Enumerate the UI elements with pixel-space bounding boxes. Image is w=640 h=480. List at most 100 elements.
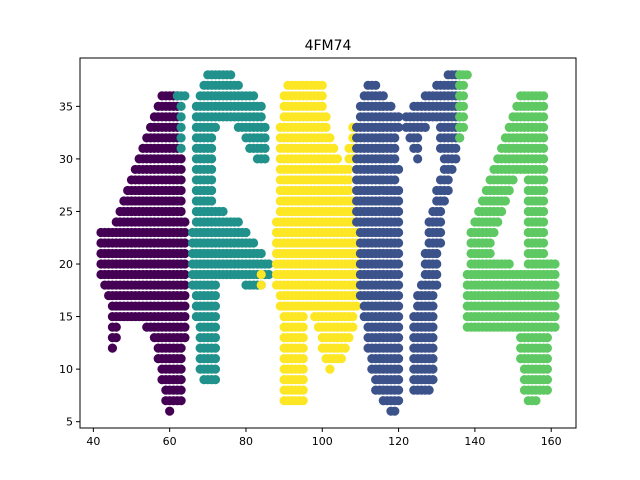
data-point	[435, 238, 446, 248]
data-point	[298, 322, 308, 332]
data-point	[340, 343, 350, 353]
data-point	[390, 154, 400, 164]
data-point	[180, 311, 190, 322]
data-point	[249, 238, 259, 248]
data-point	[428, 364, 438, 374]
data-point	[348, 322, 358, 332]
data-point	[344, 164, 354, 175]
data-point	[176, 354, 186, 364]
data-point	[210, 311, 221, 322]
data-point	[538, 217, 549, 227]
data-point	[458, 91, 469, 101]
data-point	[176, 343, 186, 353]
data-point	[428, 375, 438, 385]
x-tick-label: 160	[541, 435, 562, 448]
data-point	[485, 248, 495, 259]
data-point	[393, 343, 404, 353]
data-point	[352, 301, 362, 311]
data-point	[538, 112, 549, 122]
data-point	[538, 91, 549, 101]
data-point	[180, 333, 190, 343]
y-tick-label: 20	[59, 258, 73, 271]
data-point	[493, 217, 503, 227]
y-tick-label: 15	[59, 311, 73, 324]
data-point	[111, 333, 121, 343]
data-point	[325, 133, 335, 143]
data-point	[485, 238, 495, 248]
data-point	[538, 143, 549, 153]
data-point	[393, 269, 404, 280]
data-point	[538, 185, 549, 196]
data-point	[432, 259, 442, 269]
y-axis: 5 10 15 20 25 30 35	[59, 100, 80, 429]
x-tick-label: 100	[312, 435, 333, 448]
data-point	[386, 101, 396, 111]
data-point	[260, 154, 270, 164]
data-point	[176, 196, 186, 206]
data-point	[458, 122, 469, 132]
data-point	[210, 280, 221, 290]
data-point	[393, 196, 404, 206]
data-point	[210, 290, 221, 301]
data-point	[298, 364, 308, 374]
data-point	[344, 333, 354, 343]
data-point	[393, 333, 404, 343]
x-tick-label: 60	[163, 435, 177, 448]
data-point	[210, 322, 221, 332]
data-point	[420, 122, 430, 132]
data-point	[218, 206, 228, 217]
data-point	[241, 227, 251, 238]
data-point	[344, 175, 354, 185]
data-point	[413, 143, 423, 153]
data-point	[298, 375, 308, 385]
data-point	[176, 133, 186, 143]
data-point	[393, 122, 404, 132]
data-point	[538, 164, 549, 175]
data-point	[176, 175, 186, 185]
data-point	[428, 301, 438, 311]
data-point	[393, 206, 404, 217]
data-point	[393, 112, 404, 122]
data-point	[390, 175, 400, 185]
data-point	[504, 185, 514, 196]
y-tick-label: 10	[59, 363, 73, 376]
data-point	[180, 269, 190, 280]
data-point	[451, 154, 461, 164]
data-point	[393, 396, 404, 406]
data-point	[371, 80, 381, 90]
data-point	[176, 154, 186, 164]
data-point	[428, 311, 438, 322]
data-point	[329, 143, 339, 153]
data-point	[489, 227, 499, 238]
data-point	[393, 248, 404, 259]
data-point	[432, 269, 442, 280]
data-point	[260, 122, 270, 132]
data-point	[180, 248, 190, 259]
data-point	[393, 311, 404, 322]
data-point	[332, 154, 343, 164]
x-tick-label: 40	[86, 435, 100, 448]
data-point	[260, 133, 270, 143]
data-point	[538, 154, 549, 164]
data-point	[390, 133, 400, 143]
points-layer	[96, 70, 560, 416]
data-point	[390, 143, 400, 153]
data-point	[249, 91, 259, 101]
data-point	[176, 101, 186, 111]
data-point	[542, 385, 552, 395]
data-point	[538, 238, 549, 248]
data-point	[458, 80, 469, 90]
data-point	[538, 196, 549, 206]
data-point	[260, 143, 270, 153]
data-point	[542, 354, 552, 364]
data-point	[344, 185, 354, 196]
data-point	[424, 385, 434, 395]
data-point	[180, 91, 190, 101]
data-point	[298, 396, 308, 406]
data-point	[298, 333, 308, 343]
data-point	[207, 143, 217, 153]
data-point	[458, 112, 469, 122]
data-point	[317, 101, 327, 111]
data-point	[165, 406, 175, 416]
data-point	[210, 364, 221, 374]
